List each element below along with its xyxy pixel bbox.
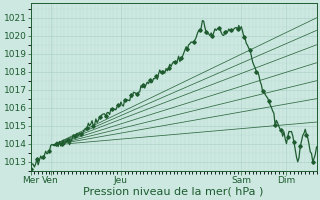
X-axis label: Pression niveau de la mer( hPa ): Pression niveau de la mer( hPa ) bbox=[84, 187, 264, 197]
